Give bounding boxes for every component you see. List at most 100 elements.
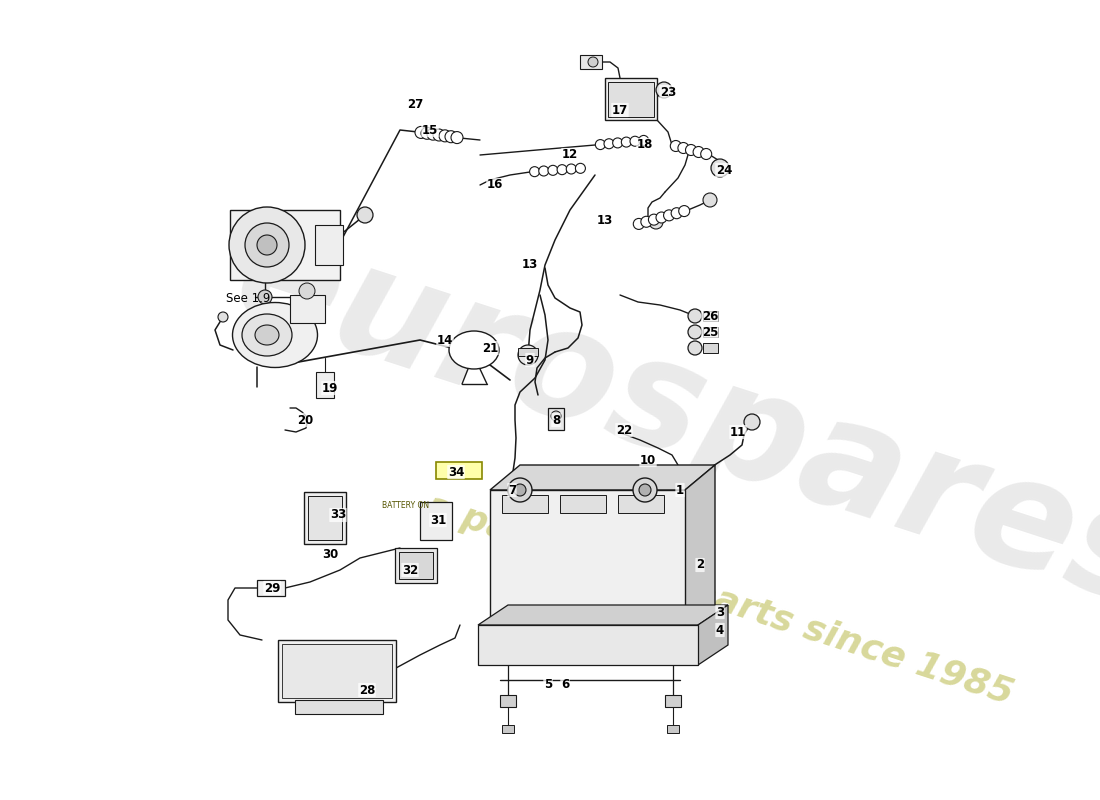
- Circle shape: [688, 325, 702, 339]
- Text: 29: 29: [264, 582, 280, 594]
- Ellipse shape: [232, 302, 318, 367]
- Text: 27: 27: [407, 98, 424, 111]
- Circle shape: [648, 214, 659, 225]
- Text: 8: 8: [552, 414, 560, 426]
- Circle shape: [693, 146, 704, 158]
- Circle shape: [427, 128, 439, 140]
- Circle shape: [358, 207, 373, 223]
- Ellipse shape: [242, 314, 292, 356]
- Circle shape: [439, 130, 451, 142]
- Circle shape: [518, 345, 538, 365]
- Bar: [560, 495, 606, 513]
- Text: 33: 33: [330, 509, 346, 522]
- Text: 24: 24: [716, 163, 733, 177]
- Circle shape: [656, 82, 672, 98]
- Polygon shape: [698, 605, 728, 665]
- Circle shape: [595, 139, 605, 150]
- Circle shape: [514, 484, 526, 496]
- Bar: [478, 625, 698, 665]
- Bar: [502, 725, 514, 733]
- Circle shape: [703, 193, 717, 207]
- Circle shape: [446, 130, 456, 142]
- Bar: [605, 78, 657, 120]
- Bar: [282, 644, 392, 698]
- Circle shape: [539, 166, 549, 176]
- Text: 28: 28: [359, 683, 375, 697]
- Circle shape: [604, 138, 614, 149]
- Circle shape: [508, 478, 532, 502]
- Bar: [257, 580, 285, 596]
- Text: 26: 26: [702, 310, 718, 322]
- Text: 13: 13: [521, 258, 538, 271]
- Bar: [548, 408, 564, 430]
- Bar: [703, 311, 718, 321]
- Text: 14: 14: [437, 334, 453, 346]
- Text: 9: 9: [526, 354, 535, 366]
- Circle shape: [451, 131, 463, 143]
- Text: 21: 21: [482, 342, 498, 354]
- Circle shape: [688, 309, 702, 323]
- Circle shape: [649, 215, 663, 229]
- Text: 20: 20: [297, 414, 313, 426]
- Bar: [316, 372, 334, 398]
- Text: 18: 18: [637, 138, 653, 151]
- Text: 25: 25: [702, 326, 718, 338]
- Circle shape: [632, 478, 657, 502]
- Circle shape: [639, 484, 651, 496]
- Text: 13: 13: [597, 214, 613, 226]
- Bar: [295, 700, 383, 714]
- Text: a passion for parts since 1985: a passion for parts since 1985: [422, 489, 1018, 711]
- Text: 1: 1: [675, 483, 684, 497]
- Bar: [308, 496, 342, 540]
- Ellipse shape: [255, 325, 279, 345]
- Circle shape: [229, 207, 305, 283]
- Bar: [420, 502, 452, 540]
- Circle shape: [557, 165, 568, 174]
- Bar: [580, 55, 602, 69]
- Circle shape: [421, 127, 433, 139]
- Text: 10: 10: [640, 454, 656, 466]
- Text: 16: 16: [487, 178, 503, 191]
- Text: 17: 17: [612, 103, 628, 117]
- Circle shape: [257, 235, 277, 255]
- Circle shape: [621, 137, 631, 147]
- Bar: [290, 295, 324, 323]
- Bar: [315, 225, 343, 265]
- Text: 6: 6: [561, 678, 569, 691]
- Bar: [608, 82, 654, 117]
- Text: 7: 7: [508, 483, 516, 497]
- Text: 30: 30: [322, 549, 338, 562]
- Bar: [230, 210, 340, 280]
- Circle shape: [630, 136, 640, 146]
- Bar: [703, 343, 718, 353]
- Circle shape: [566, 164, 576, 174]
- Circle shape: [744, 414, 760, 430]
- Bar: [399, 552, 433, 579]
- Circle shape: [258, 290, 272, 304]
- Text: 2: 2: [696, 558, 704, 571]
- Bar: [500, 695, 516, 707]
- Bar: [502, 495, 548, 513]
- Circle shape: [613, 138, 623, 148]
- Circle shape: [711, 159, 729, 177]
- Text: 32: 32: [402, 563, 418, 577]
- Polygon shape: [490, 465, 715, 490]
- Text: 12: 12: [562, 149, 579, 162]
- Circle shape: [299, 283, 315, 299]
- Text: 23: 23: [660, 86, 676, 98]
- Bar: [667, 725, 679, 733]
- Text: 5: 5: [543, 678, 552, 691]
- Bar: [490, 490, 685, 645]
- Text: 3: 3: [716, 606, 724, 618]
- Circle shape: [529, 166, 540, 177]
- Polygon shape: [685, 465, 715, 645]
- Circle shape: [679, 206, 690, 217]
- Text: 11: 11: [730, 426, 746, 438]
- Text: 4: 4: [716, 623, 724, 637]
- Bar: [703, 327, 718, 337]
- Text: 19: 19: [322, 382, 338, 394]
- Text: See 1.9: See 1.9: [226, 291, 271, 305]
- Text: BATTERY ON: BATTERY ON: [383, 502, 430, 510]
- Circle shape: [433, 129, 446, 141]
- Bar: [518, 348, 538, 356]
